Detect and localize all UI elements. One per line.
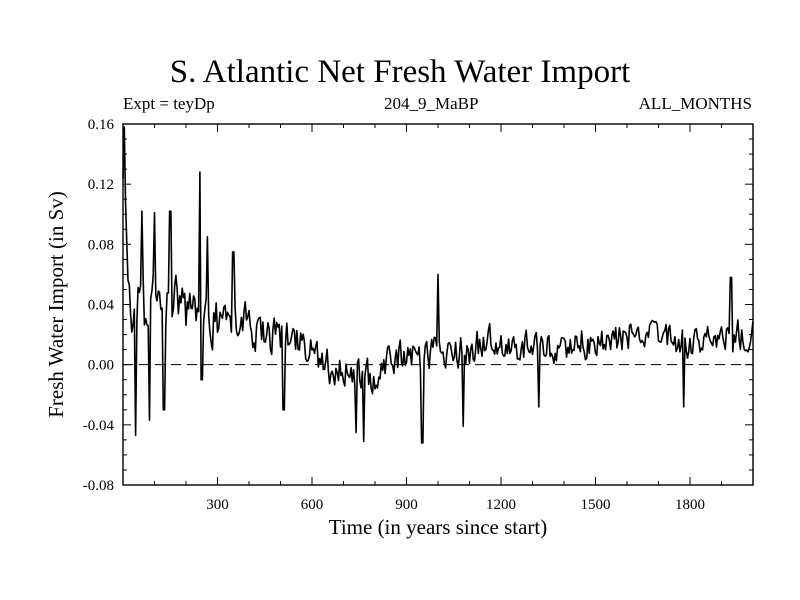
y-tick-label: 0.04: [88, 298, 115, 314]
y-axis-label: Fresh Water Import (in Sv): [44, 191, 68, 418]
chart-title: S. Atlantic Net Fresh Water Import: [169, 54, 631, 90]
y-tick-label: -0.04: [83, 418, 115, 434]
x-axis-label: Time (in years since start): [329, 515, 548, 539]
experiment-label: Expt = teyDp: [123, 94, 215, 113]
x-tick-label: 1500: [581, 497, 611, 513]
x-tick-label: 300: [206, 497, 229, 513]
series-line: [122, 126, 754, 444]
run-label: 204_9_MaBP: [384, 94, 479, 113]
y-tick-label: 0.12: [88, 177, 114, 193]
x-tick-label: 600: [301, 497, 324, 513]
x-tick-label: 900: [395, 497, 418, 513]
months-label: ALL_MONTHS: [638, 94, 752, 113]
tick-labels: -0.08 -0.04 0.00 0.04 0.08 0.12 0.16 300 600 900 1…: [83, 117, 705, 513]
x-tick-label: 1200: [486, 497, 516, 513]
x-tick-label: 1800: [675, 497, 705, 513]
y-tick-label: -0.08: [83, 478, 114, 494]
y-tick-label: 0.16: [88, 117, 115, 133]
y-tick-label: 0.00: [88, 358, 114, 374]
plot-frame: [122, 123, 754, 486]
y-tick-label: 0.08: [88, 237, 114, 253]
